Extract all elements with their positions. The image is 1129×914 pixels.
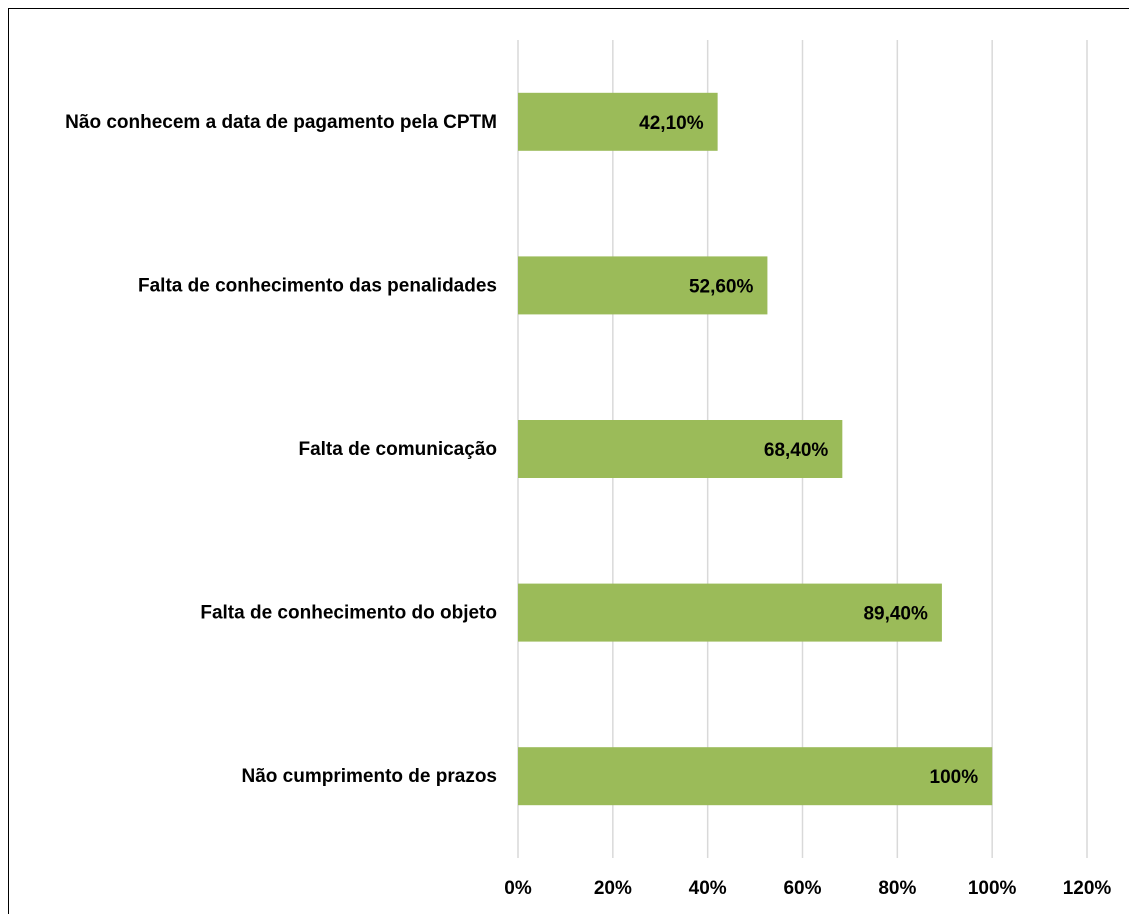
value-label: 52,60%	[689, 276, 754, 297]
x-tick-label: 100%	[968, 878, 1017, 899]
x-tick-label: 20%	[594, 878, 632, 899]
x-tick-label: 120%	[1063, 878, 1112, 899]
y-tick-label: Não conhecem a data de pagamento pela CP…	[65, 112, 497, 133]
chart-frame	[8, 8, 1129, 914]
bar	[518, 92, 718, 151]
value-label: 42,10%	[639, 113, 704, 134]
x-tick-label: 40%	[689, 878, 727, 899]
y-tick-label: Não cumprimento de prazos	[242, 766, 498, 787]
value-label: 68,40%	[764, 440, 829, 461]
value-label: 100%	[930, 767, 979, 788]
y-tick-label: Falta de conhecimento das penalidades	[138, 275, 497, 296]
y-tick-label: Falta de comunicação	[298, 439, 497, 460]
x-tick-label: 80%	[878, 878, 916, 899]
bar	[518, 583, 942, 642]
value-label: 89,40%	[863, 604, 928, 625]
bar	[518, 256, 768, 315]
x-tick-label: 0%	[504, 878, 532, 899]
bar	[518, 747, 993, 806]
y-tick-label: Falta de conhecimento do objeto	[200, 603, 497, 624]
x-tick-label: 60%	[783, 878, 821, 899]
bar	[518, 420, 843, 478]
